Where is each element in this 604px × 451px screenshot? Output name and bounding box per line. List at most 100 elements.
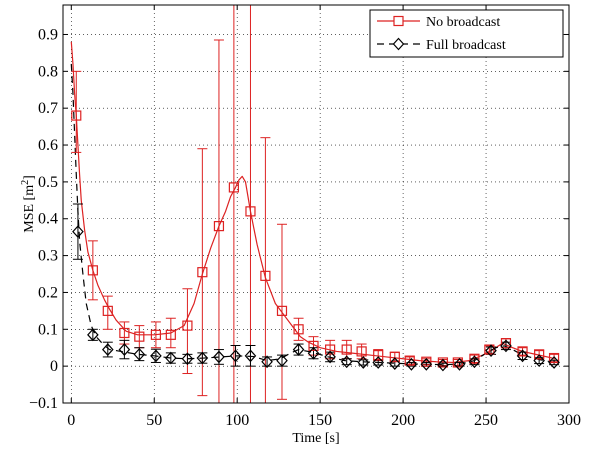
data-point-full-broadcast bbox=[87, 328, 99, 342]
y-tick-label: 0.8 bbox=[38, 63, 58, 80]
data-point-full-broadcast bbox=[468, 355, 481, 369]
x-tick-label: 250 bbox=[474, 412, 498, 429]
data-point-full-broadcast bbox=[307, 346, 320, 360]
data-point-full-broadcast bbox=[533, 354, 545, 368]
data-point-full-broadcast bbox=[276, 354, 288, 368]
data-point-no-broadcast bbox=[119, 327, 130, 339]
data-point-full-broadcast bbox=[150, 349, 162, 363]
data-point-no-broadcast bbox=[404, 355, 415, 366]
data-point-full-broadcast bbox=[118, 343, 131, 356]
plot-frame bbox=[62, 4, 570, 404]
y-tick-label: 0 bbox=[50, 358, 58, 375]
data-point-full-broadcast bbox=[261, 355, 273, 369]
data-point-full-broadcast bbox=[388, 357, 401, 370]
data-point-no-broadcast bbox=[260, 270, 271, 281]
y-axis-label: MSE [m2] bbox=[20, 175, 37, 233]
y-tick-label: 0.4 bbox=[38, 211, 58, 228]
error-bar-no-broadcast bbox=[150, 321, 161, 349]
error-bar-no-broadcast bbox=[293, 317, 304, 341]
y-tick-label: 0.5 bbox=[38, 174, 58, 191]
data-point-no-broadcast bbox=[165, 329, 176, 340]
data-point-no-broadcast bbox=[134, 331, 145, 342]
y-tick-label: 0.6 bbox=[38, 137, 58, 154]
data-point-full-broadcast bbox=[372, 356, 385, 369]
data-point-full-broadcast bbox=[165, 351, 177, 365]
error-bar-no-broadcast bbox=[165, 317, 176, 349]
data-point-full-broadcast bbox=[516, 349, 529, 363]
error-bar-no-broadcast bbox=[102, 295, 113, 330]
data-point-full-broadcast bbox=[437, 358, 449, 372]
error-bar-full-broadcast bbox=[182, 353, 193, 364]
data-point-full-broadcast bbox=[244, 349, 257, 363]
data-point-full-broadcast bbox=[485, 344, 497, 358]
data-point-full-broadcast bbox=[133, 347, 146, 361]
axis-ticks bbox=[63, 5, 570, 404]
y-tick-label: 0.9 bbox=[38, 26, 58, 43]
data-point-no-broadcast bbox=[293, 324, 304, 335]
error-bar-no-broadcast bbox=[276, 223, 287, 400]
data-point-no-broadcast bbox=[228, 182, 239, 193]
data-point-full-broadcast bbox=[292, 343, 305, 356]
y-axis-label-superscript: 2 bbox=[20, 180, 31, 185]
x-axis-label: Time [s] bbox=[292, 431, 339, 446]
data-point-no-broadcast bbox=[102, 305, 113, 316]
data-point-no-broadcast bbox=[534, 349, 545, 360]
x-tick-label: 100 bbox=[225, 412, 249, 429]
data-point-full-broadcast bbox=[72, 225, 84, 239]
data-point-no-broadcast bbox=[197, 267, 208, 278]
error-bar-full-broadcast bbox=[230, 345, 241, 367]
x-tick-label: 0 bbox=[67, 412, 75, 429]
data-point-no-broadcast bbox=[500, 338, 512, 349]
y-axis-label-main: MSE [m bbox=[22, 185, 37, 233]
data-point-full-broadcast bbox=[357, 356, 370, 369]
error-bar-no-broadcast bbox=[213, 39, 224, 403]
data-point-full-broadcast bbox=[324, 350, 336, 364]
legend: No broadcast Full broadcast bbox=[369, 9, 564, 58]
error-bar-full-broadcast bbox=[245, 345, 256, 367]
y-tick-label: 0.2 bbox=[38, 284, 58, 301]
x-tick-label: 50 bbox=[146, 412, 162, 429]
data-point-no-broadcast bbox=[308, 340, 319, 351]
data-point-no-broadcast bbox=[517, 346, 528, 357]
error-bar-no-broadcast bbox=[228, 5, 239, 403]
data-point-no-broadcast bbox=[71, 110, 82, 121]
y-tick-label: 0.3 bbox=[38, 248, 58, 265]
error-bar-no-broadcast bbox=[71, 70, 82, 153]
legend-label-no-broadcast: No broadcast bbox=[426, 15, 500, 30]
legend-marker-no-broadcast bbox=[393, 15, 404, 27]
legend-marker-full-broadcast bbox=[392, 37, 405, 51]
y-tick-labels: −0.1 0 0.1 0.2 0.3 0.4 0.5 0.6 0.7 0.8 0.9 bbox=[29, 26, 58, 412]
data-point-no-broadcast bbox=[437, 357, 449, 368]
data-point-no-broadcast bbox=[548, 352, 560, 364]
data-point-full-broadcast bbox=[420, 357, 433, 371]
data-point-full-broadcast bbox=[101, 343, 114, 356]
x-tick-label: 200 bbox=[391, 412, 415, 429]
error-bar-no-broadcast bbox=[245, 5, 256, 403]
error-bar-no-broadcast bbox=[87, 240, 98, 301]
data-point-no-broadcast bbox=[373, 349, 384, 361]
y-axis-label-close: ] bbox=[22, 175, 37, 180]
data-point-no-broadcast bbox=[389, 351, 400, 363]
series-line-no-broadcast bbox=[70, 41, 553, 364]
x-tick-label: 150 bbox=[308, 412, 332, 429]
y-tick-label: 0.7 bbox=[38, 100, 58, 117]
data-point-full-broadcast bbox=[181, 352, 194, 366]
data-point-no-broadcast bbox=[341, 344, 352, 355]
y-tick-label: −0.1 bbox=[29, 395, 58, 412]
legend-entry-no-broadcast: No broadcast bbox=[377, 15, 500, 30]
data-point-full-broadcast bbox=[500, 339, 512, 353]
data-point-no-broadcast bbox=[421, 356, 432, 367]
data-point-full-broadcast bbox=[196, 351, 209, 365]
x-tick-labels: 0 50 100 150 200 250 300 bbox=[67, 412, 581, 429]
data-point-full-broadcast bbox=[405, 357, 418, 371]
data-point-no-broadcast bbox=[356, 346, 367, 357]
data-point-no-broadcast bbox=[213, 221, 225, 232]
legend-entry-full-broadcast: Full broadcast bbox=[377, 37, 506, 53]
error-bar-full-broadcast bbox=[72, 203, 83, 260]
data-point-no-broadcast bbox=[245, 206, 256, 217]
y-tick-label: 0.1 bbox=[38, 321, 58, 338]
data-point-no-broadcast bbox=[469, 353, 480, 364]
error-bar-full-broadcast bbox=[341, 358, 352, 366]
data-point-full-broadcast bbox=[213, 350, 225, 364]
